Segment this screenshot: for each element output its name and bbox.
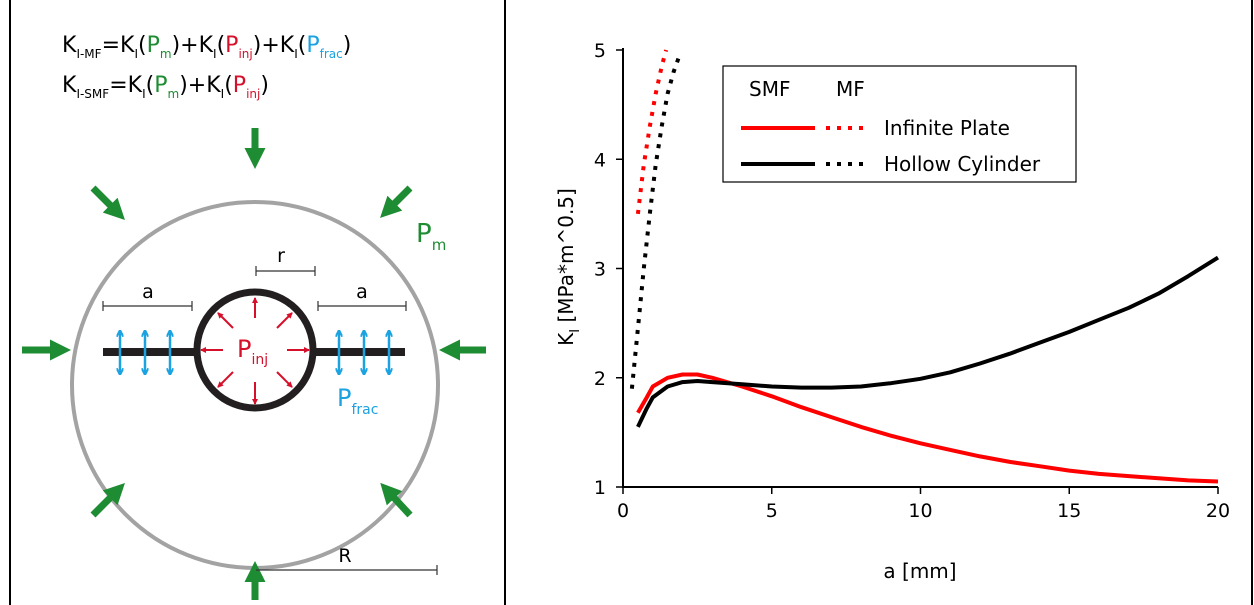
matrix-arrow-bottom-left [90,483,125,518]
plot-area [629,49,1220,484]
injection-pressure-arrows [200,297,310,405]
fracture-pressure-arrows [120,331,389,374]
schematic-panel: KI-MF=KI(Pm)+KI(Pinj)+KI(Pfrac) KI-SMF=K… [22,33,486,600]
matrix-arrow-bottom-right [380,482,413,518]
dimension-lines [102,266,438,575]
a-left-label: a [142,281,154,303]
y-tick-label: 5 [594,40,606,62]
x-tick-label: 10 [908,500,932,522]
formula-mf: KI-MF=KI(Pm)+KI(Pinj)+KI(Pfrac) [62,33,351,61]
p-inj-label: Pinj [237,335,268,368]
matrix-arrow-top-left [90,185,125,220]
x-tick-label: 20 [1206,500,1230,522]
y-tick-label: 1 [594,477,606,499]
legend-label-hollow-cylinder: Hollow Cylinder [884,152,1041,176]
x-axis-title: a [mm] [883,559,956,583]
p-frac-label: Pfrac [337,384,378,418]
matrix-pressure-arrows [22,128,486,600]
legend: SMF MF Infinite Plate Hollow Cylinder [722,65,1077,183]
R-label: R [338,545,351,567]
x-tick-label: 15 [1057,500,1081,522]
y-tick-label: 2 [594,368,606,390]
a-right-label: a [356,281,368,303]
y-tick-label: 3 [594,259,606,281]
y-axis-title: KI [MPa*m^0.5] [554,188,583,346]
panel-frame [9,0,1253,605]
legend-header-smf: SMF [749,77,790,101]
y-ticks: 1 2 3 4 5 [594,40,623,499]
matrix-arrow-top-right [380,185,413,218]
y-tick-label: 4 [594,149,606,171]
series-hollow-cylinder-smf [636,255,1220,428]
legend-label-infinite-plate: Infinite Plate [884,116,1010,140]
chart-panel: 0 5 10 15 20 1 2 3 4 5 a [mm] KI [MPa*m^0.5] SMF… [554,40,1230,583]
r-label: r [277,245,285,267]
x-ticks: 0 5 10 15 20 [617,487,1230,522]
series-infinite-plate-smf [636,372,1219,484]
legend-header-mf: MF [836,77,865,101]
p-m-label: Pm [416,219,446,254]
x-tick-label: 0 [617,500,629,522]
series-hollow-cylinder-mf [629,54,682,389]
formula-smf: KI-SMF=KI(Pm)+KI(Pinj) [62,73,269,101]
x-tick-label: 5 [766,500,778,522]
